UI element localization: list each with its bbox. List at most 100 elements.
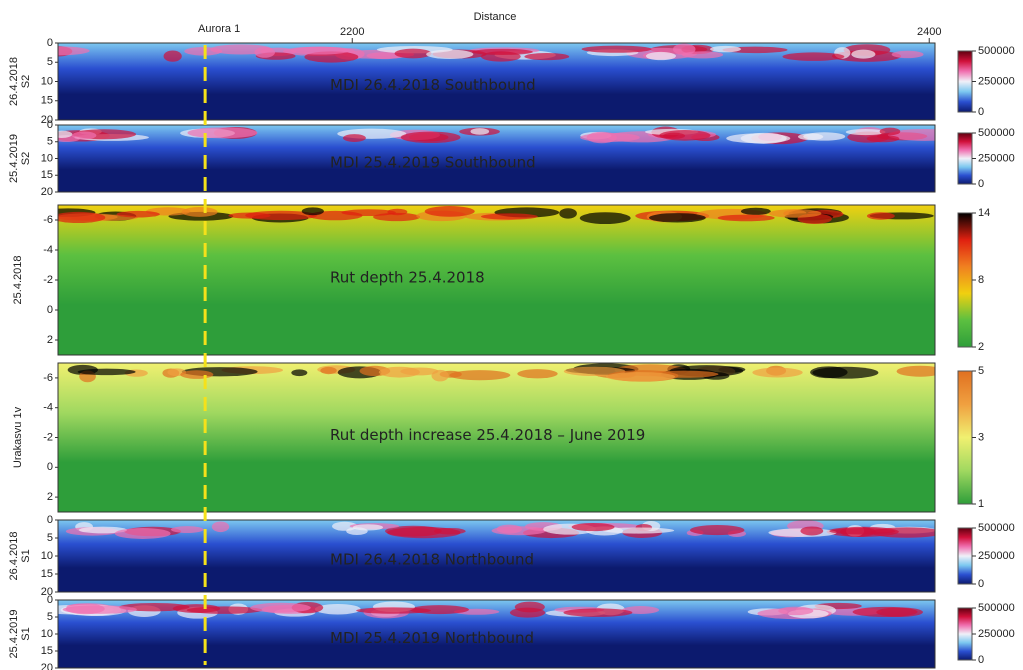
colorbar-tick-label: 500000 [978, 522, 1015, 534]
heatmap-blob [72, 132, 96, 140]
panel-label: Rut depth 25.4.2018 [330, 269, 485, 287]
heatmap-blob [187, 127, 257, 138]
heatmap [41, 205, 935, 355]
y-axis-label: 26.4.2018 [8, 57, 20, 106]
heatmap-blob [851, 50, 875, 59]
colorbar-tick-label: 0 [978, 654, 984, 666]
colorbar-tick-label: 2 [978, 341, 984, 353]
y-tick-label: 15 [41, 169, 53, 181]
panel-label: Rut depth increase 25.4.2018 – June 2019 [330, 426, 645, 444]
heatmap-blob [897, 366, 944, 377]
y-tick-label: 15 [41, 95, 53, 107]
heatmap-blob [782, 52, 844, 61]
heatmap-blob [718, 215, 775, 222]
y-tick-label: -4 [43, 244, 53, 256]
heatmap-blob [250, 603, 311, 613]
colorbar-tick-label: 0 [978, 178, 984, 190]
heatmap-blob [51, 131, 72, 138]
y-tick-label: 5 [47, 56, 53, 68]
colorbar-tick-label: 5 [978, 365, 984, 377]
colorbar-tick-label: 500000 [978, 602, 1015, 614]
heatmap-blob [343, 134, 366, 142]
heatmap-blob [710, 46, 741, 52]
y-axis-label: 25.4.2019 [8, 610, 20, 659]
heatmap-blob [690, 525, 744, 535]
heatmap-blob [212, 521, 229, 532]
heatmap-blob [353, 524, 383, 530]
heatmap-blob [798, 133, 823, 140]
heatmap-blob [867, 135, 900, 142]
y-tick-label: 0 [47, 461, 53, 473]
colorbar [958, 51, 972, 112]
colorbar-tick-label: 8 [978, 274, 984, 286]
colorbar-tick-label: 250000 [978, 75, 1015, 87]
heatmap-blob [867, 212, 895, 219]
y-tick-label: 10 [41, 152, 53, 164]
y-tick-label: -6 [43, 214, 53, 226]
heatmap-blob [78, 369, 136, 376]
figure: Distance22002400MDI 26.4.2018 Southbound… [0, 0, 1023, 670]
y-tick-label: 15 [41, 568, 53, 580]
heatmap-blob [401, 132, 461, 143]
y-tick-label: 20 [41, 662, 53, 670]
heatmap-blob [425, 206, 475, 217]
colorbar-tick-label: 500000 [978, 127, 1015, 139]
colorbar [958, 528, 972, 584]
heatmap-blob [470, 128, 489, 135]
heatmap-blob [606, 372, 675, 381]
heatmap-blob [741, 208, 771, 215]
heatmap-blob [302, 207, 324, 215]
colorbar [958, 608, 972, 660]
heatmap-blob [880, 128, 901, 136]
panel-label: MDI 26.4.2018 Southbound [330, 76, 536, 94]
colorbar [958, 371, 972, 504]
y-tick-label: 2 [47, 334, 53, 346]
panel-label: MDI 25.4.2019 Northbound [330, 629, 534, 647]
heatmap-blob [228, 212, 270, 218]
y-tick-label: 0 [47, 119, 53, 131]
y-axis-label: Urakasvu 1v [12, 406, 24, 468]
heatmap-blob [840, 527, 876, 537]
x-tick-label: 2200 [340, 26, 364, 38]
heatmap-blob [853, 607, 918, 617]
y-tick-label: 5 [47, 611, 53, 623]
y-axis-label: S1 [20, 549, 32, 562]
heatmap-bg [58, 205, 935, 355]
heatmap-blob [290, 47, 349, 55]
heatmap-blob [810, 366, 848, 378]
y-tick-label: 10 [41, 628, 53, 640]
y-tick-label: 0 [47, 37, 53, 49]
heatmap-blob [572, 523, 615, 531]
heatmap-blob [63, 605, 137, 614]
y-tick-label: 10 [41, 550, 53, 562]
heatmap-blob [434, 528, 466, 535]
heatmap-blob [752, 368, 802, 378]
heatmap-blob [426, 50, 473, 59]
heatmap-blob [892, 51, 924, 58]
colorbar-tick-label: 0 [978, 106, 984, 118]
heatmap-blob [524, 53, 569, 60]
heatmap-blob [515, 602, 545, 613]
y-axis-label: S2 [20, 152, 32, 165]
colorbar-tick-label: 250000 [978, 550, 1015, 562]
heatmap-blob [769, 209, 822, 218]
y-tick-label: 5 [47, 136, 53, 148]
heatmap-blob [472, 49, 533, 55]
colorbar-tick-label: 250000 [978, 152, 1015, 164]
panel-label: MDI 25.4.2019 Southbound [330, 154, 536, 172]
heatmap-blob [373, 213, 420, 221]
heatmap-blob [379, 367, 420, 378]
colorbar-tick-label: 0 [978, 578, 984, 590]
y-tick-label: -4 [43, 402, 53, 414]
x-axis-title: Distance [474, 11, 517, 23]
y-axis-label: 26.4.2018 [8, 532, 20, 581]
y-tick-label: -2 [43, 274, 53, 286]
y-tick-label: 20 [41, 186, 53, 198]
y-axis-label: 25.4.2019 [8, 134, 20, 183]
y-axis-label: S2 [20, 75, 32, 88]
colorbar-tick-label: 14 [978, 207, 990, 219]
heatmap-blob [449, 370, 510, 380]
y-tick-label: 5 [47, 532, 53, 544]
heatmap-blob [29, 46, 89, 55]
y-tick-label: 2 [47, 491, 53, 503]
